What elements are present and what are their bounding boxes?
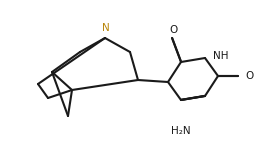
Text: NH: NH — [213, 51, 229, 61]
Text: N: N — [102, 23, 110, 33]
Text: O: O — [245, 71, 253, 81]
Text: H₂N: H₂N — [171, 126, 191, 136]
Text: O: O — [169, 25, 177, 35]
